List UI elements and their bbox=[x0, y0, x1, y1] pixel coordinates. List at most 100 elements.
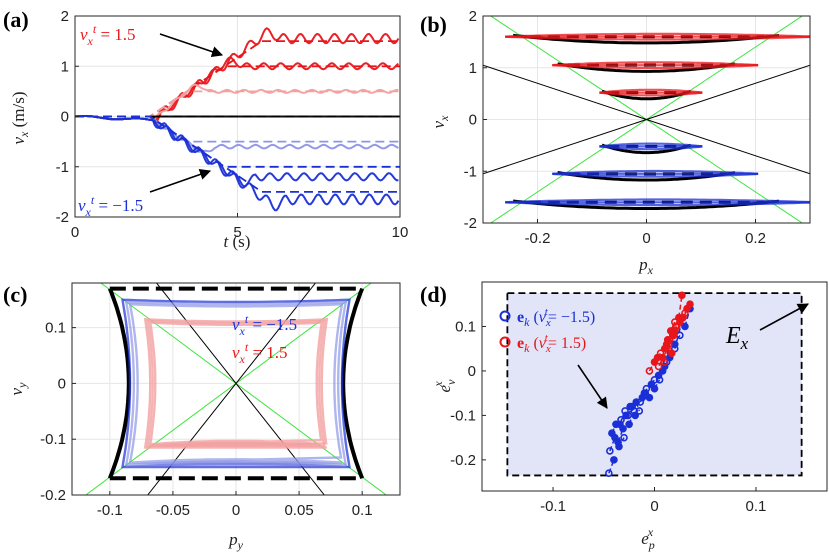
panel-a-series-line bbox=[75, 115, 400, 212]
panel-d-point bbox=[655, 376, 664, 384]
panel-c-loop-red bbox=[146, 319, 326, 448]
panel-b-trajectory bbox=[599, 142, 703, 148]
panel-a-tick-label-y: 1 bbox=[61, 58, 69, 75]
panel-c-loop-blue bbox=[128, 302, 344, 464]
panel-c-tick-label-y: 0.1 bbox=[45, 320, 66, 337]
panel-d: -0.1 0 0.1 -0.2 -0.1 0 0.1 (d) epx evx ek (vxt… bbox=[420, 281, 828, 552]
panel-d-point bbox=[641, 389, 650, 397]
panel-d-tick-label-x: -0.1 bbox=[540, 498, 566, 515]
panel-a-arrow-pos bbox=[159, 33, 224, 58]
panel-b-trajectory bbox=[552, 64, 759, 70]
panel-b: -0.2 0 0.2 -2 -1 0 1 2 (b) px vx bbox=[420, 8, 811, 277]
panel-b-trajectory bbox=[505, 35, 810, 41]
panel-d-point bbox=[675, 313, 683, 322]
panel-a-series-line bbox=[75, 56, 400, 123]
panel-c-annotation-neg: vxt = −1.5 bbox=[232, 312, 297, 338]
panel-b-ylabel: vx bbox=[429, 115, 451, 129]
panel-c-loop-blue bbox=[121, 298, 351, 469]
panel-b-trajectory bbox=[552, 61, 759, 67]
panel-b-tick-label-x: 0.2 bbox=[745, 230, 766, 247]
panel-a-series bbox=[75, 27, 400, 212]
panel-d-point bbox=[650, 376, 659, 384]
panel-b-trajectory bbox=[599, 91, 703, 97]
panel-d-ylabel: evx bbox=[431, 379, 458, 393]
panel-c-loop-red bbox=[148, 321, 324, 446]
panel-d-tick-label-x: 0 bbox=[650, 498, 658, 515]
panel-a-tick-label-y: -2 bbox=[56, 209, 69, 226]
panel-d-point bbox=[635, 407, 644, 415]
panel-a-tick-label-y: -1 bbox=[56, 159, 69, 176]
panel-c-tick-label-y: -0.1 bbox=[40, 431, 66, 448]
panel-b-tick-label-y: 1 bbox=[469, 60, 477, 77]
panel-d-point bbox=[645, 367, 654, 375]
panel-b-tick-label-y: -2 bbox=[464, 215, 477, 232]
panel-d-tick-label-y: -0.2 bbox=[450, 452, 476, 469]
panel-b-trajectory bbox=[599, 88, 703, 94]
panel-d-point bbox=[667, 349, 676, 357]
panel-d-point bbox=[621, 407, 629, 415]
panel-a: 0 5 10 -2 -1 0 1 2 (a) t (s) vx (m/s) vxt = 1.5… bbox=[3, 7, 408, 251]
panel-d-tick-label-y: 0.1 bbox=[455, 318, 476, 335]
panel-d-point bbox=[650, 384, 659, 393]
panel-c-loop-red bbox=[143, 318, 329, 449]
panel-b-xlabel: px bbox=[638, 255, 654, 277]
panel-a-tick-label-x: 0 bbox=[71, 224, 79, 241]
panel-a-tick-label-x: 5 bbox=[233, 224, 241, 241]
panel-d-point bbox=[611, 433, 619, 442]
panel-a-annotation-pos: vxt = 1.5 bbox=[80, 22, 136, 48]
panel-b-trajectory bbox=[505, 201, 810, 207]
panel-d-point bbox=[663, 336, 672, 344]
panel-d-point bbox=[660, 358, 669, 366]
panel-c-loop-blue bbox=[124, 300, 348, 467]
panel-c-xlabel: py bbox=[228, 530, 244, 552]
panel-c-tick-label-y: 0 bbox=[58, 375, 66, 392]
panel-d-tick-label-y: 0 bbox=[468, 363, 476, 380]
panel-d-point bbox=[625, 420, 633, 429]
panel-c-tick-label-x: -0.05 bbox=[156, 502, 190, 519]
panel-c-tick-label-y: -0.2 bbox=[40, 487, 66, 504]
panel-c-tick-label-x: 0.1 bbox=[352, 502, 373, 519]
panel-d-label: (d) bbox=[420, 282, 447, 307]
panel-a-annotation-neg: vxt = −1.5 bbox=[78, 193, 143, 219]
panel-d-point bbox=[606, 447, 614, 455]
panel-d-point bbox=[670, 318, 679, 326]
legend-marker-blue bbox=[499, 310, 511, 322]
panel-d-point bbox=[636, 398, 645, 406]
panel-a-series-line bbox=[75, 115, 399, 153]
panel-a-reference-line bbox=[75, 115, 400, 193]
panel-c-tick-label-x: 0.05 bbox=[284, 502, 313, 519]
panel-b-tick-label-y: 0 bbox=[469, 112, 477, 129]
panel-c-ylabel: vy bbox=[7, 382, 29, 396]
panel-d-point bbox=[686, 300, 694, 309]
panel-a-label: (a) bbox=[3, 7, 29, 32]
panel-b-tick-label-y: -1 bbox=[464, 163, 477, 180]
panel-a-tick-label-y: 2 bbox=[61, 8, 69, 25]
panel-d-point bbox=[626, 402, 634, 411]
panel-d-arrow-points bbox=[577, 364, 608, 409]
panel-d-point bbox=[610, 456, 618, 464]
panel-c-tick-label-x: -0.1 bbox=[97, 502, 123, 519]
panel-b-trajectory bbox=[599, 145, 703, 151]
legend-entry-red: ek (vxt= 1.5) bbox=[517, 332, 586, 355]
panel-c-label: (c) bbox=[3, 282, 27, 307]
legend-marker-red bbox=[499, 336, 511, 348]
panel-a-xlabel: t (s) bbox=[224, 232, 251, 251]
panel-b-trajectory bbox=[552, 172, 759, 178]
panel-b-trajectory bbox=[505, 198, 810, 204]
panel-d-point bbox=[620, 433, 628, 442]
panel-d-set-label: Ex bbox=[725, 323, 749, 353]
panel-d-point bbox=[672, 322, 680, 331]
panel-d-legend: ek (vxt= −1.5) ek (vxt= 1.5) bbox=[499, 306, 595, 355]
panel-d-arrow-set bbox=[759, 303, 809, 331]
panel-c-annotation-pos: vxt = 1.5 bbox=[232, 340, 288, 366]
panel-a-reference-line bbox=[75, 90, 400, 118]
panel-a-tick-label-x: 10 bbox=[392, 224, 409, 241]
panel-b-tick-label-x: -0.2 bbox=[525, 230, 551, 247]
panel-a-series-line bbox=[75, 83, 399, 122]
panel-d-point bbox=[666, 327, 675, 335]
panel-d-point bbox=[616, 420, 624, 429]
panel-d-point bbox=[654, 362, 663, 371]
panel-d-point bbox=[678, 291, 686, 300]
legend-entry-blue: ek (vxt= −1.5) bbox=[517, 306, 595, 329]
panel-a-ylabel: vx (m/s) bbox=[9, 91, 31, 144]
